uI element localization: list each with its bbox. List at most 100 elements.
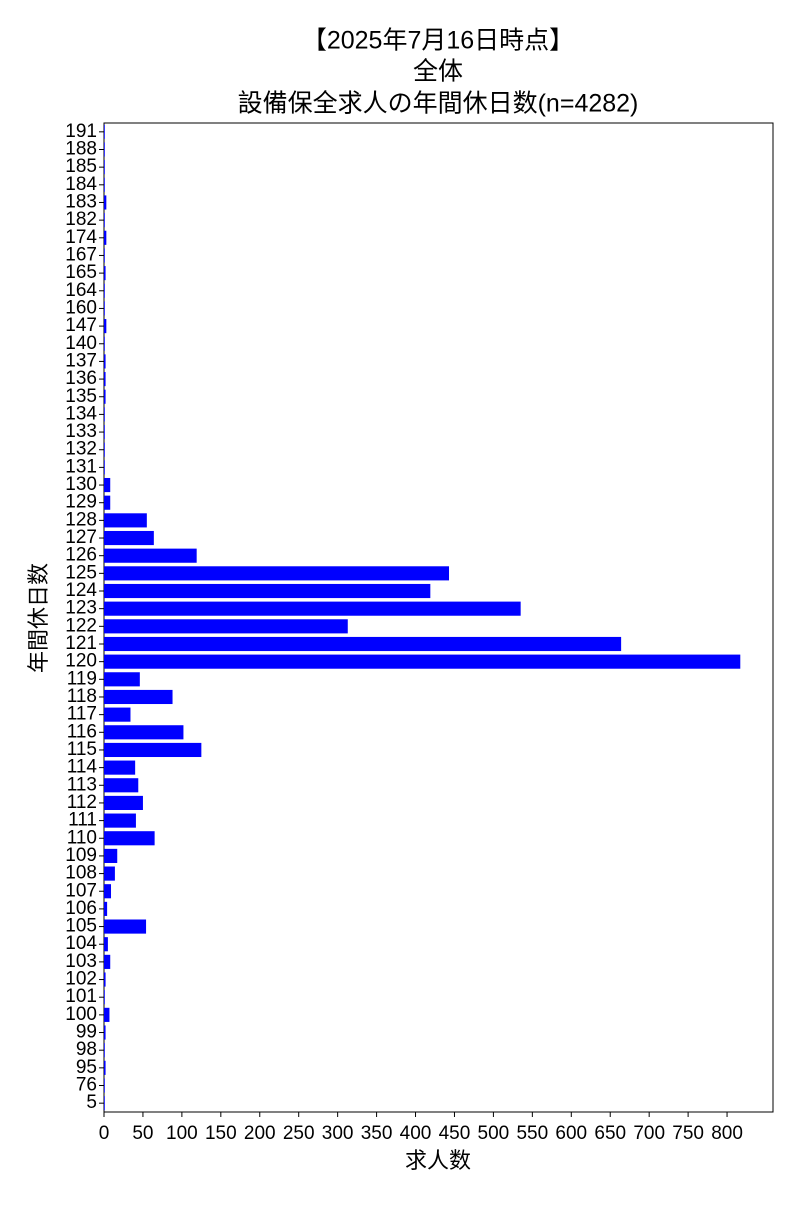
y-tick-label: 112 bbox=[67, 792, 97, 813]
bar bbox=[104, 124, 105, 139]
bar bbox=[104, 548, 197, 563]
y-tick-label: 119 bbox=[67, 668, 97, 689]
y-tick-label: 191 bbox=[65, 121, 97, 142]
bar bbox=[104, 424, 105, 440]
bar bbox=[104, 566, 450, 581]
bar bbox=[104, 407, 105, 422]
bar bbox=[104, 636, 622, 652]
y-tick-label: 127 bbox=[65, 527, 97, 548]
bar bbox=[104, 990, 105, 1005]
y-tick-label: 109 bbox=[65, 845, 97, 866]
x-tick-label: 650 bbox=[594, 1123, 626, 1144]
bar bbox=[104, 901, 108, 916]
bar bbox=[104, 1007, 110, 1022]
y-tick-label: 122 bbox=[65, 615, 97, 636]
bar bbox=[104, 1078, 105, 1093]
y-tick-label: 118 bbox=[67, 686, 97, 707]
bar bbox=[104, 1060, 106, 1075]
x-tick-label: 400 bbox=[400, 1123, 432, 1144]
y-tick-label: 134 bbox=[65, 403, 97, 424]
y-tick-label: 99 bbox=[76, 1022, 97, 1043]
bar bbox=[104, 707, 131, 722]
bar bbox=[104, 248, 105, 263]
x-tick-label: 200 bbox=[244, 1123, 276, 1144]
bar bbox=[104, 866, 115, 881]
y-tick-label: 165 bbox=[65, 262, 97, 283]
y-tick-label: 98 bbox=[76, 1039, 97, 1060]
bar bbox=[104, 442, 105, 457]
bar bbox=[104, 884, 112, 899]
bar bbox=[104, 672, 140, 687]
y-tick-label: 164 bbox=[65, 280, 97, 301]
bar bbox=[104, 972, 106, 987]
y-tick-label: 108 bbox=[65, 863, 97, 884]
bar bbox=[104, 177, 105, 192]
bar bbox=[104, 1096, 105, 1111]
y-tick-label: 137 bbox=[65, 350, 97, 371]
bar bbox=[104, 619, 348, 634]
bar bbox=[104, 513, 147, 528]
y-tick-label: 135 bbox=[65, 386, 97, 407]
bar bbox=[104, 1025, 106, 1040]
bar bbox=[104, 760, 136, 775]
y-tick-label: 188 bbox=[65, 139, 97, 160]
bar bbox=[104, 495, 111, 510]
bar bbox=[104, 654, 741, 669]
y-tick-label: 111 bbox=[68, 810, 97, 831]
y-tick-label: 107 bbox=[65, 880, 97, 901]
bar bbox=[104, 831, 155, 846]
y-tick-label: 104 bbox=[65, 933, 97, 954]
y-tick-label: 120 bbox=[65, 651, 97, 672]
x-tick-label: 300 bbox=[322, 1123, 354, 1144]
bar bbox=[104, 813, 136, 828]
y-tick-label: 113 bbox=[67, 774, 97, 795]
bar bbox=[104, 919, 147, 934]
x-tick-label: 100 bbox=[166, 1123, 198, 1144]
bar bbox=[104, 583, 431, 599]
x-axis-label: 求人数 bbox=[405, 1148, 471, 1173]
x-tick-label: 50 bbox=[132, 1123, 153, 1144]
y-tick-label: 136 bbox=[65, 368, 97, 389]
bar bbox=[104, 213, 105, 228]
plot-frame bbox=[103, 122, 774, 1113]
y-tick-label: 5 bbox=[86, 1092, 97, 1113]
y-tick-label: 115 bbox=[67, 739, 97, 760]
y-tick-label: 76 bbox=[76, 1075, 97, 1096]
y-tick-label: 100 bbox=[65, 1004, 97, 1025]
bar bbox=[104, 601, 521, 616]
y-tick-label: 167 bbox=[65, 244, 97, 265]
bar bbox=[104, 319, 107, 334]
x-tick-label: 250 bbox=[283, 1123, 315, 1144]
bar bbox=[104, 795, 143, 811]
bar bbox=[104, 689, 173, 705]
bar bbox=[104, 1043, 105, 1058]
y-tick-label: 133 bbox=[65, 421, 97, 442]
x-tick-label: 450 bbox=[439, 1123, 471, 1144]
bar bbox=[104, 283, 105, 298]
x-tick-label: 550 bbox=[516, 1123, 548, 1144]
x-tick-label: 750 bbox=[672, 1123, 704, 1144]
x-tick-label: 500 bbox=[478, 1123, 510, 1144]
y-axis-label: 年間休日数 bbox=[26, 563, 51, 673]
y-tick-label: 131 bbox=[65, 456, 97, 477]
y-tick-label: 116 bbox=[67, 721, 97, 742]
y-tick-label: 182 bbox=[65, 209, 97, 230]
x-tick-label: 700 bbox=[633, 1123, 665, 1144]
y-tick-label: 185 bbox=[65, 156, 97, 177]
y-tick-label: 105 bbox=[65, 916, 97, 937]
bar bbox=[104, 266, 106, 281]
bar bbox=[104, 195, 107, 210]
y-tick-label: 140 bbox=[65, 333, 97, 354]
bar bbox=[104, 778, 139, 793]
y-tick-label: 103 bbox=[65, 951, 97, 972]
chart-subtitle: 設備保全求人の年間休日数(n=4282) bbox=[238, 90, 639, 118]
x-tick-label: 600 bbox=[555, 1123, 587, 1144]
y-tick-label: 183 bbox=[65, 191, 97, 212]
bar bbox=[104, 848, 118, 863]
chart-title: 【2025年7月16日時点】 bbox=[302, 27, 574, 55]
y-tick-label: 147 bbox=[65, 315, 97, 336]
y-tick-label: 121 bbox=[65, 633, 97, 654]
bar bbox=[104, 301, 105, 316]
